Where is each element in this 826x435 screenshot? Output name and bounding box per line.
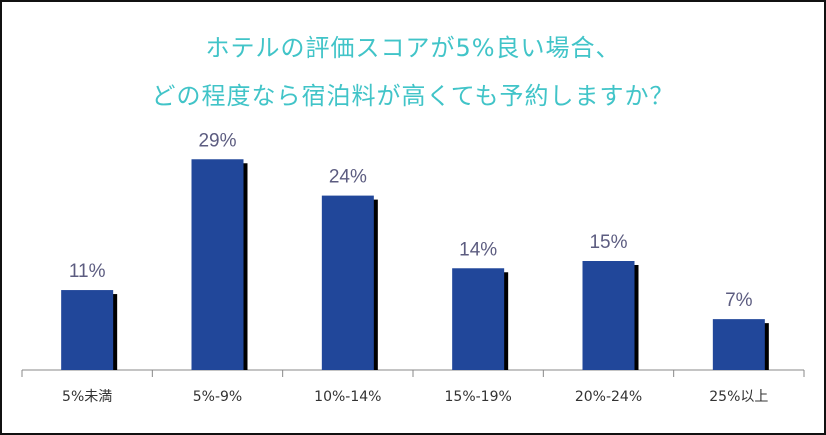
bar [452, 268, 505, 370]
x-tick-label: 5%未満 [62, 389, 112, 405]
bar [582, 261, 635, 370]
x-tick-label: 10%-14% [314, 389, 381, 405]
data-label: 14% [459, 239, 497, 260]
data-label: 7% [725, 290, 753, 311]
bar [191, 159, 244, 370]
bar [61, 290, 114, 370]
data-label: 11% [69, 261, 106, 282]
x-tick-label: 15%-19% [445, 389, 512, 405]
data-label: 24% [329, 167, 367, 188]
bar [321, 195, 374, 370]
x-tick-label: 20%-24% [575, 389, 642, 405]
x-tick-label: 25%以上 [709, 389, 768, 405]
bar [712, 319, 765, 370]
data-label: 15% [589, 232, 627, 253]
data-label: 29% [198, 130, 236, 151]
chart-title-line-1: ホテルの評価スコアが5%良い場合、 [205, 34, 621, 62]
x-tick-label: 5%-9% [193, 389, 242, 405]
chart-title-line-2: どの程度なら宿泊料が高くても予約しますか？ [151, 82, 675, 110]
